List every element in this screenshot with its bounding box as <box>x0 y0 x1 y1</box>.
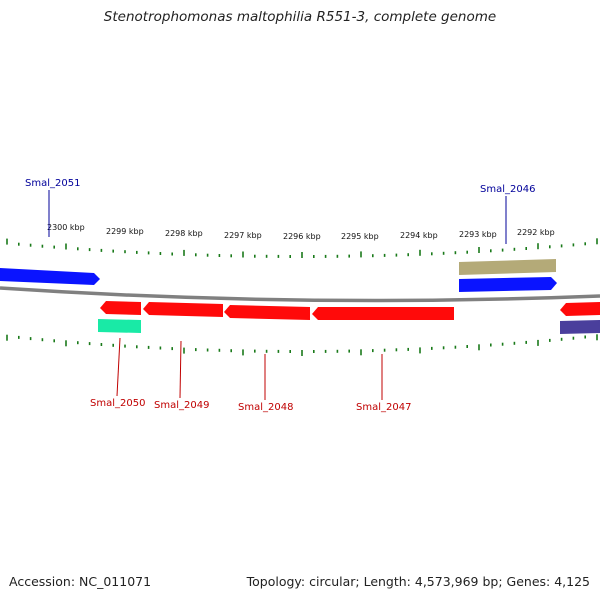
genome-summary-text: Topology: circular; Length: 4,573,969 bp… <box>246 574 590 589</box>
gene-label[interactable]: Smal_2050 <box>90 398 145 409</box>
rrna-feature[interactable] <box>98 319 141 333</box>
map-title: Stenotrophomonas maltophilia R551-3, com… <box>103 9 497 25</box>
gene-label[interactable]: Smal_2051 <box>25 178 80 189</box>
tick-label: 2299 kbp <box>106 227 144 236</box>
tick-label: 2297 kbp <box>224 231 262 240</box>
label-leader-line <box>179 340 182 399</box>
gene-label[interactable]: Smal_2049 <box>154 400 209 411</box>
tick-label: 2298 kbp <box>165 229 203 238</box>
gene-feature[interactable] <box>459 277 557 292</box>
gene-label[interactable]: Smal_2048 <box>238 402 293 413</box>
trna-feature[interactable] <box>459 259 556 275</box>
tick-label: 2295 kbp <box>341 232 379 241</box>
tick-label: 2296 kbp <box>283 232 321 241</box>
gene-label[interactable]: Smal_2047 <box>356 402 411 413</box>
gene-label[interactable]: Smal_2046 <box>480 184 535 195</box>
tick-label: 2300 kbp <box>47 223 85 232</box>
gene-feature[interactable] <box>100 301 141 315</box>
gene-feature[interactable] <box>560 302 600 316</box>
genome-backbone <box>0 286 600 303</box>
label-leader-line <box>116 337 121 397</box>
gene-feature[interactable] <box>0 268 100 285</box>
outer-tick-ruler <box>6 238 598 258</box>
gene-feature[interactable] <box>224 305 310 320</box>
gene-feature[interactable] <box>143 302 223 317</box>
tick-label: 2292 kbp <box>517 228 555 237</box>
gene-feature[interactable] <box>312 307 454 320</box>
tick-label: 2294 kbp <box>400 231 438 240</box>
other-feature[interactable] <box>560 320 600 334</box>
tick-label: 2293 kbp <box>459 230 497 239</box>
inner-tick-ruler <box>6 334 598 356</box>
accession-text: Accession: NC_011071 <box>9 574 152 589</box>
